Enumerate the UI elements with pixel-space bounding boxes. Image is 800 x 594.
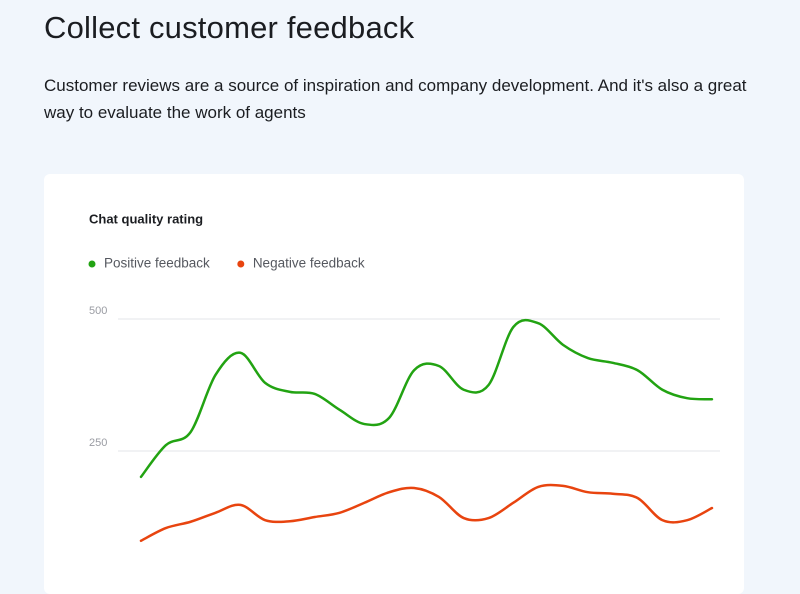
legend-dot: [88, 260, 96, 268]
chart-title: Chat quality rating: [89, 211, 203, 226]
y-tick-label: 250: [89, 437, 107, 449]
series-line: [139, 318, 714, 479]
legend-dot: [237, 260, 245, 268]
legend-label: Negative feedback: [253, 256, 365, 271]
series-line: [139, 483, 714, 543]
chart-card: [44, 174, 744, 594]
header: Collect customer feedback Customer revie…: [44, 10, 764, 126]
page: {"header": {"title": "Collect customer f…: [44, 10, 764, 594]
y-tick-label: 500: [89, 305, 107, 317]
legend-label: Positive feedback: [104, 256, 210, 271]
heading: Collect customer feedback: [44, 10, 415, 45]
chart: Chat quality rating 250 500 Positive feedb…: [88, 211, 720, 543]
description: Customer reviews are a source of inspira…: [44, 76, 747, 122]
